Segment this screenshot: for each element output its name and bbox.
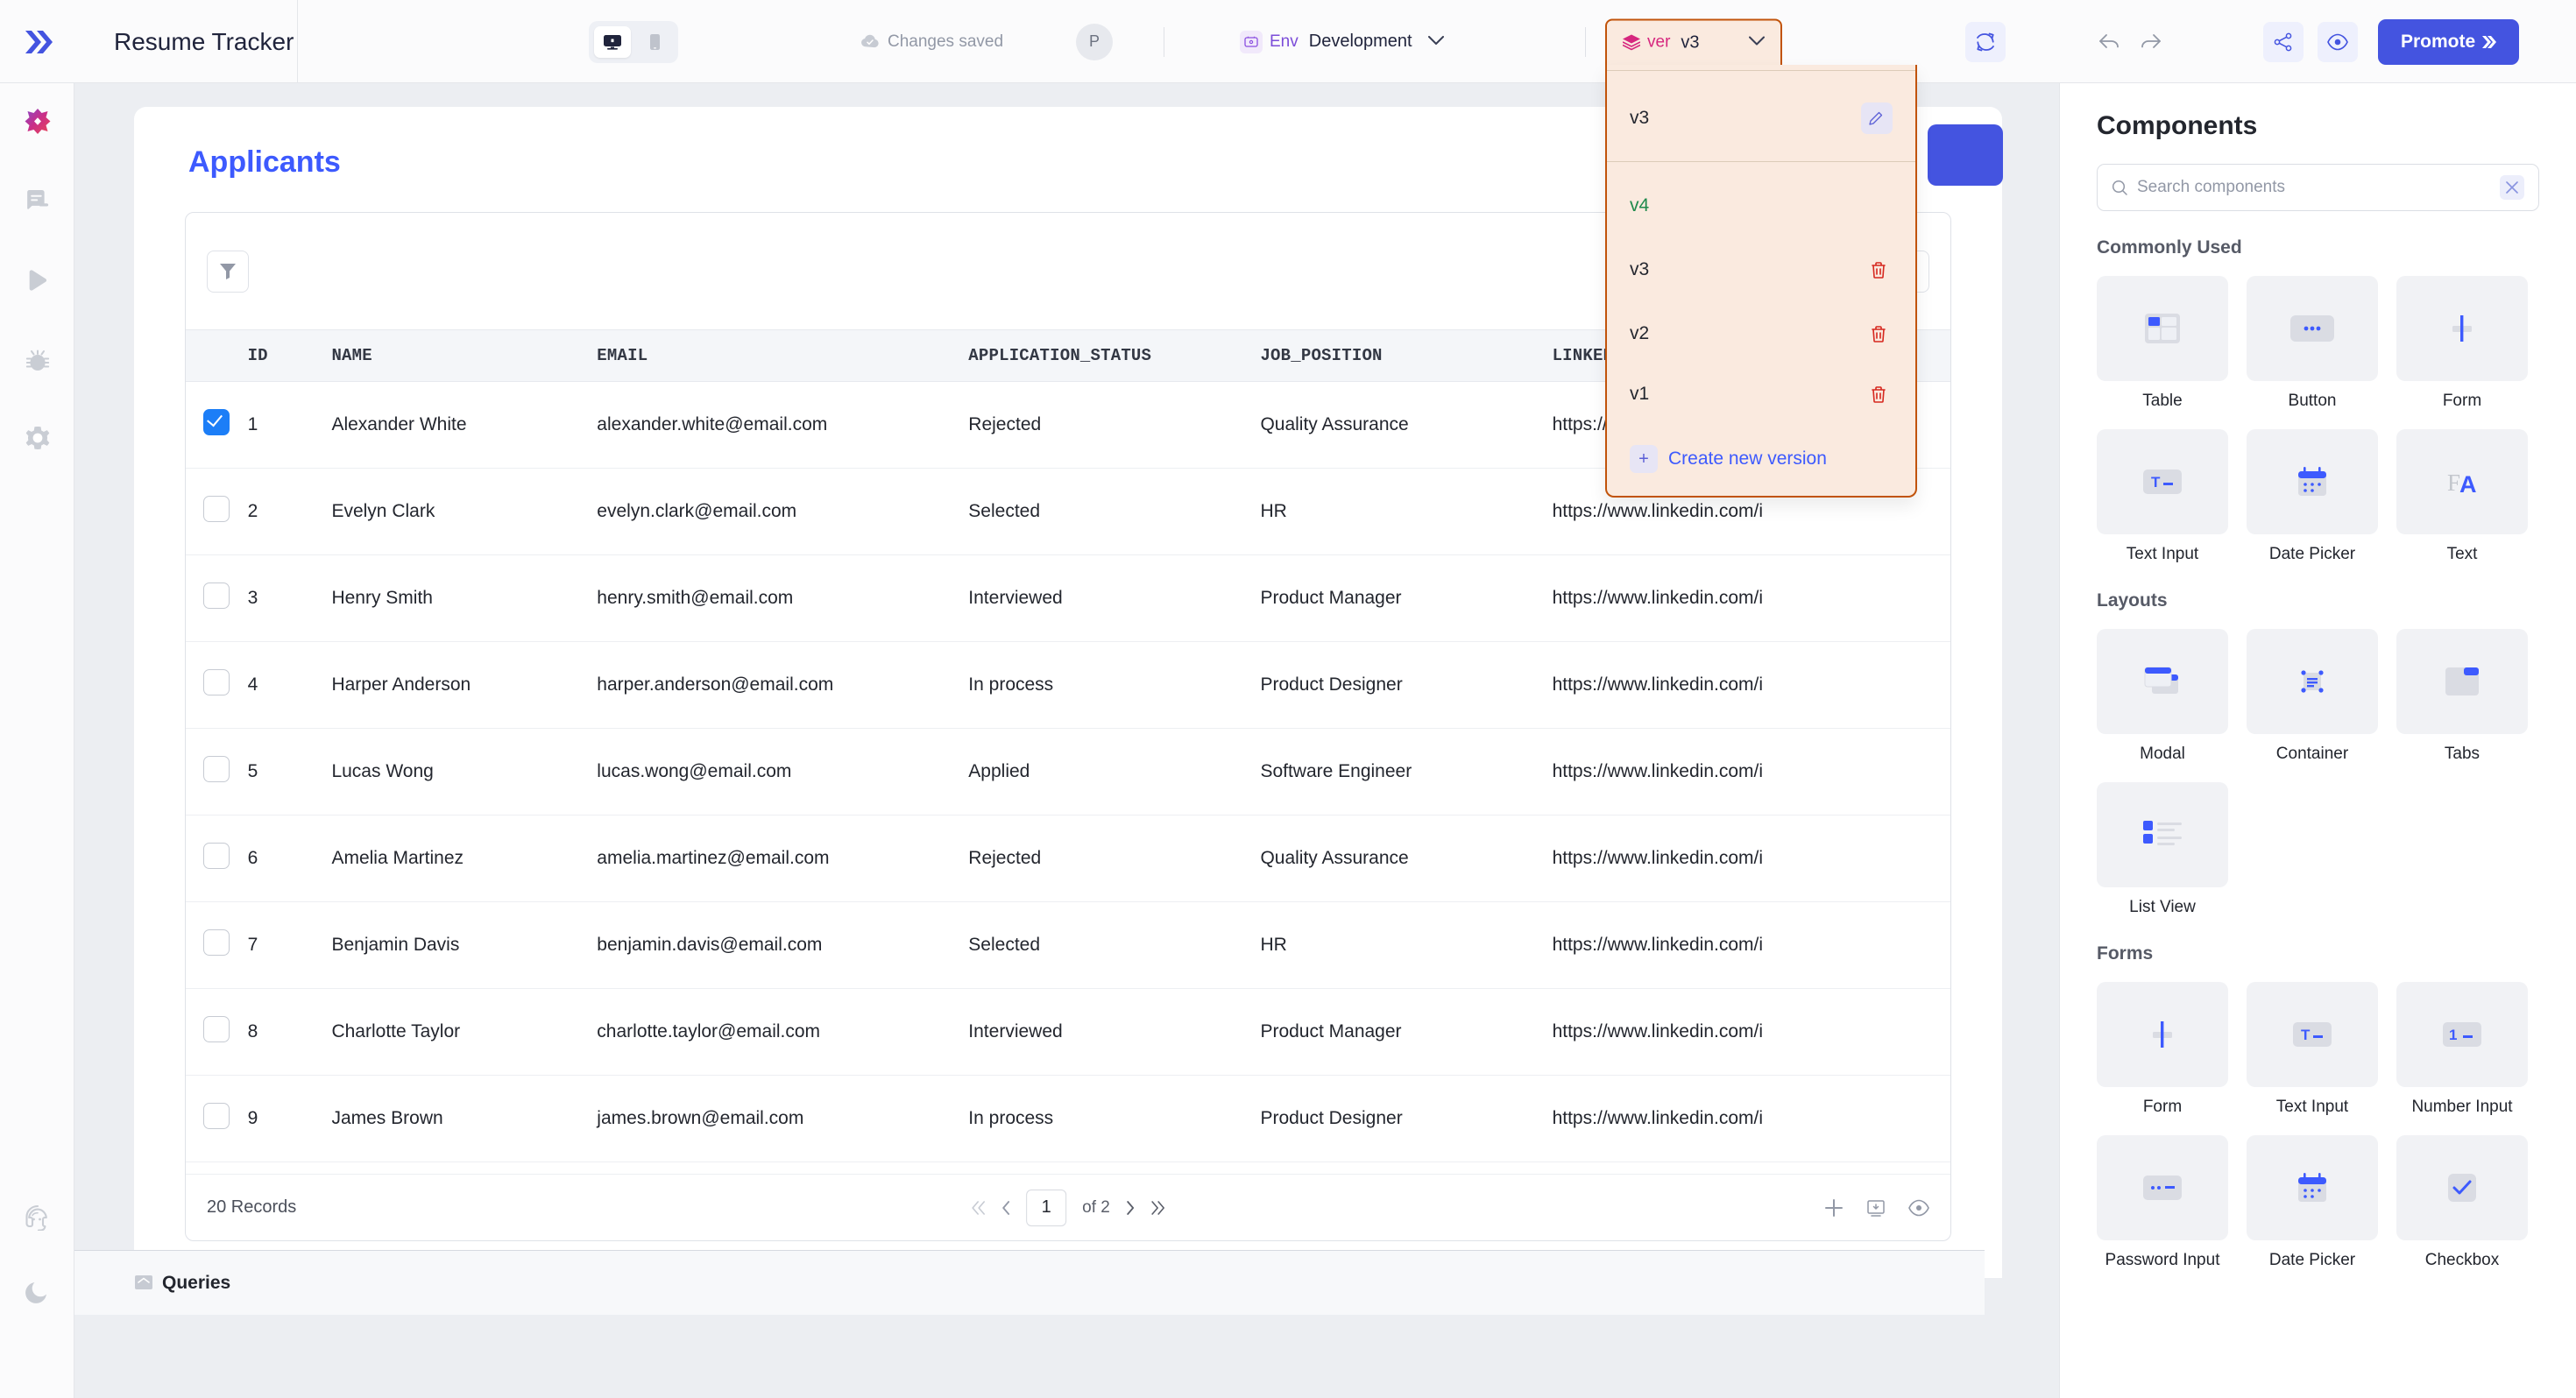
svg-text:A: A — [2459, 471, 2477, 497]
svg-text:T: T — [2151, 474, 2161, 491]
svg-text:1: 1 — [2449, 1027, 2457, 1043]
svg-text:T: T — [2301, 1027, 2311, 1043]
svg-text:F: F — [2447, 470, 2460, 496]
